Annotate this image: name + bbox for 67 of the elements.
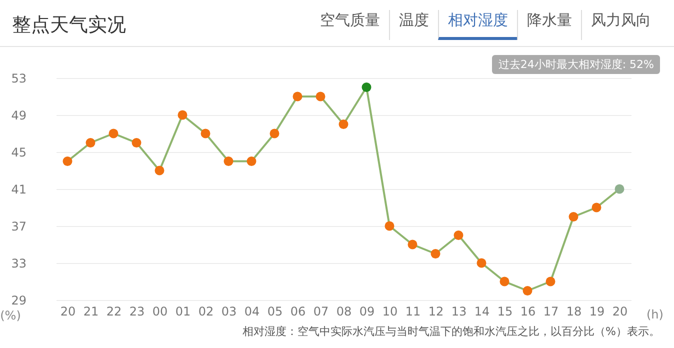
x-axis-title: (h) [646,308,664,322]
text: 温度 [389,10,438,40]
x-tick-label: 13 [451,304,467,318]
x-tick-label: 20 [612,304,628,318]
point [292,92,302,102]
x-tick-label: 00 [152,304,168,318]
point [362,82,372,92]
point [108,128,118,138]
text: 降水量 [517,10,581,40]
point [614,184,624,194]
x-tick-label: 11 [405,304,421,318]
x-tick-label: 17 [543,304,559,318]
point [132,138,142,148]
point [546,276,556,286]
point [338,120,348,129]
y-tick-label: 45 [11,146,26,160]
point [62,156,72,166]
x-tick-label: 03 [221,304,237,318]
point [500,276,510,286]
point [592,202,602,212]
x-tick-label: 07 [313,304,329,318]
point [178,110,188,120]
point [384,221,394,231]
point [224,156,234,166]
x-tick-label: 20 [60,304,76,318]
text: 相对湿度 [438,10,517,40]
y-tick-label: 33 [11,256,26,270]
point [86,138,96,148]
point [200,128,210,138]
text: 空气质量 [319,10,381,31]
x-tick-label: 10 [382,304,398,318]
x-tick-label: 22 [106,304,122,318]
point [476,258,486,268]
x-tick-label: 09 [359,304,375,318]
point [454,230,464,240]
text: 过去24小时最大相对湿度: 52% [492,55,660,74]
x-tick-label: 15 [497,304,513,318]
x-tick-label: 16 [520,304,536,318]
point [316,92,326,102]
point [522,286,532,296]
x-tick-label: 01 [175,304,191,318]
text: 相对湿度：空气中实际水汽压与当时气温下的饱和水汽压之比，以百分比（%）表示。 [242,324,660,339]
point [270,128,280,138]
point [246,156,256,166]
x-tick-label: 02 [198,304,214,318]
x-tick-label: 05 [267,304,283,318]
x-tick-label: 23 [129,304,145,318]
x-tick-label: 08 [336,304,352,318]
x-tick-label: 18 [566,304,582,318]
chart-title: 整点天气实况 [12,13,126,38]
y-tick-label: 41 [11,182,26,196]
point [430,249,440,258]
y-tick-label: 29 [11,294,26,308]
y-tick-label: 37 [11,220,26,234]
x-tick-label: 06 [290,304,306,318]
x-tick-label: 19 [589,304,605,318]
x-tick-label: 04 [244,304,260,318]
x-tick-label: 14 [474,304,490,318]
x-tick-label: 21 [83,304,99,318]
x-tick-label: 12 [428,304,444,318]
y-tick-label: 49 [11,108,26,122]
text: 风力风向 [581,10,660,40]
y-tick-label: 53 [11,72,26,86]
point [408,240,418,250]
y-axis-title: (%) [0,308,21,322]
point [154,166,164,176]
point [568,212,578,222]
